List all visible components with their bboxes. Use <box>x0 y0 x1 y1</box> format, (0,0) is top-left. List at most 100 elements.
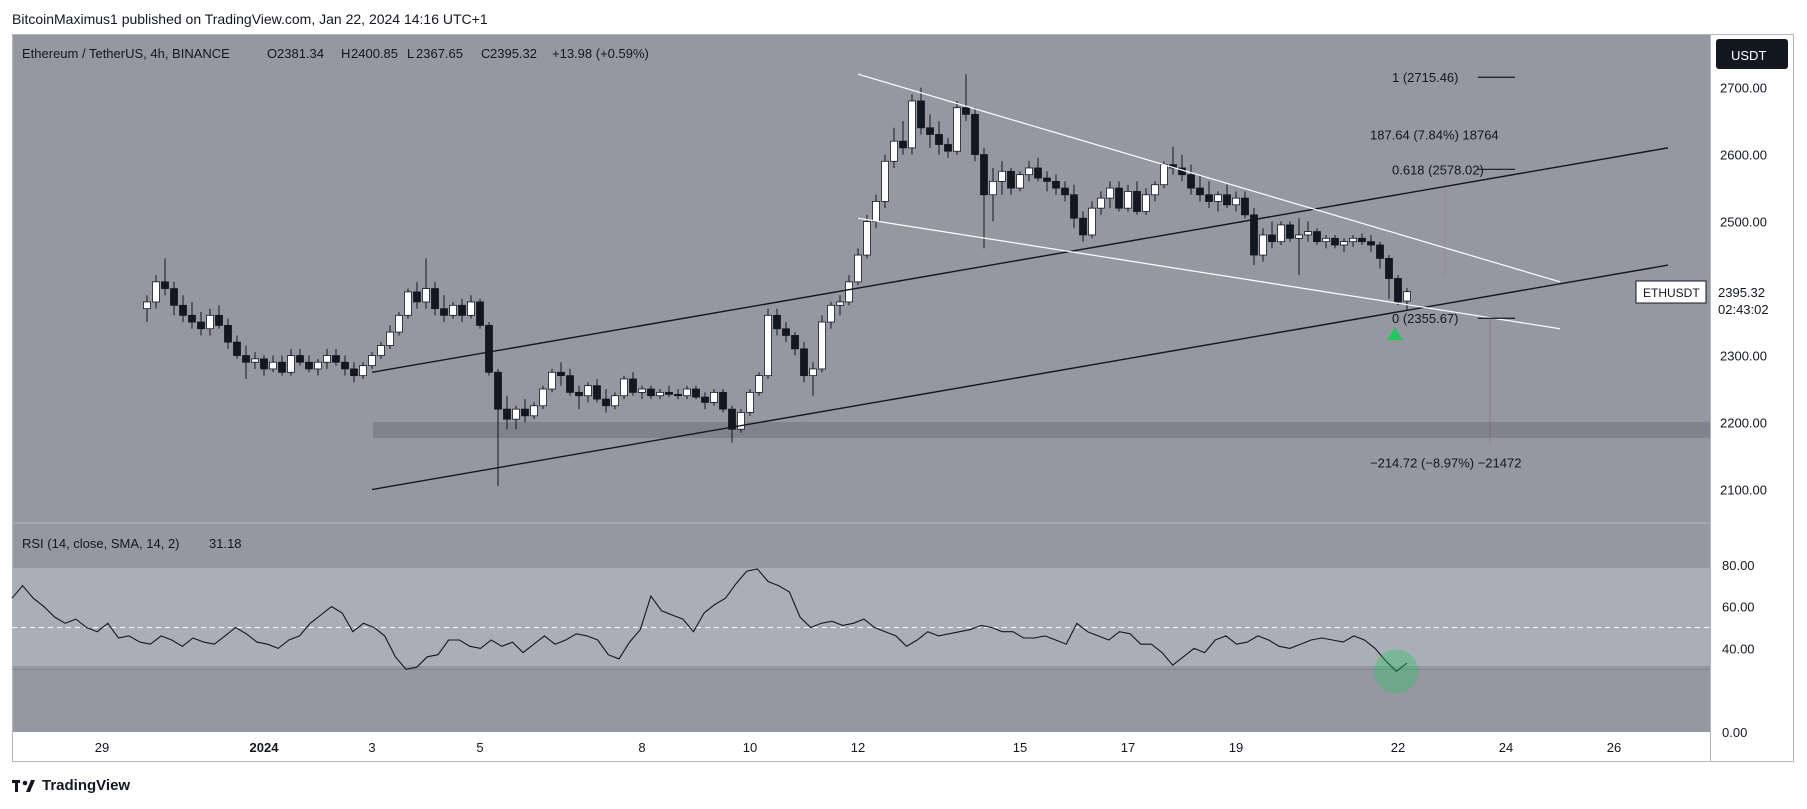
candle-down <box>575 391 583 397</box>
channel-lower-line <box>371 264 1669 491</box>
candle-up <box>764 314 772 377</box>
candle-down <box>1394 278 1402 303</box>
price-tag-value: 2395.32 <box>1718 285 1765 300</box>
time-tick-label: 19 <box>1229 740 1243 755</box>
rsi-low-highlight <box>1374 649 1419 694</box>
candle-up <box>872 201 880 222</box>
measure-label: −214.72 (−8.97%) −21472 <box>1370 456 1521 471</box>
candle-down <box>1367 241 1375 246</box>
candle-down <box>719 391 727 410</box>
candle-up <box>890 140 898 162</box>
currency-button-label[interactable]: USDT <box>1731 48 1766 63</box>
candle-down <box>1331 237 1339 246</box>
candle-down <box>1079 217 1087 236</box>
time-axis-bg[interactable] <box>12 732 1794 762</box>
candle-down <box>1070 194 1078 219</box>
candle-down <box>494 371 502 410</box>
candle-down <box>899 140 907 149</box>
candle-up <box>530 405 538 417</box>
candle-down <box>305 361 313 370</box>
candle-down <box>341 361 349 370</box>
ohlc-open: 2381.34 <box>277 46 324 61</box>
candle-down <box>647 388 655 397</box>
candle-down <box>1313 231 1321 243</box>
candle-down <box>962 107 970 115</box>
candle-up <box>683 388 691 397</box>
candle-down <box>629 378 637 393</box>
candle-up <box>611 395 619 407</box>
candle-up <box>953 107 961 152</box>
rsi-axis-ticks: 80.00 60.00 40.00 0.00 <box>1722 558 1755 740</box>
candle-up <box>1304 231 1312 236</box>
candle-up <box>809 368 817 377</box>
price-axis-ticks: 2700.002600.002500.002400.002300.002200.… <box>1720 81 1767 498</box>
candle-up <box>377 345 385 356</box>
time-tick-label: 5 <box>476 740 483 755</box>
candle-up <box>1403 291 1411 302</box>
rsi-layer <box>11 568 1710 694</box>
candle-down <box>782 328 790 336</box>
candle-up <box>827 304 835 323</box>
candle-down <box>485 324 493 373</box>
symbol-title[interactable]: Ethereum / TetherUS, 4h, BINANCE <box>22 46 230 61</box>
candle-up <box>1259 234 1267 256</box>
price-tick-label: 2300.00 <box>1720 349 1767 364</box>
candle-down <box>431 288 439 310</box>
candle-up <box>1142 194 1150 212</box>
rsi-title[interactable]: RSI (14, close, SMA, 14, 2) <box>22 536 180 551</box>
candle-up <box>449 304 457 316</box>
candles <box>143 74 1411 487</box>
candle-up <box>1340 241 1348 246</box>
price-tag-countdown: 02:43:02 <box>1718 302 1769 317</box>
candle-up <box>548 371 556 390</box>
candle-up <box>737 412 745 430</box>
price-axis-bg[interactable] <box>1710 34 1794 732</box>
fib-label: 0.618 (2578.02) <box>1392 162 1484 177</box>
fib-label: 1 (2715.46) <box>1392 70 1459 85</box>
last-price-tag: ETHUSDT 2395.32 02:43:02 <box>1635 280 1793 320</box>
candle-down <box>197 321 205 330</box>
candle-up <box>269 361 277 370</box>
candle-down <box>1007 170 1015 189</box>
ohlc-close: 2395.32 <box>490 46 537 61</box>
candle-down <box>773 314 781 330</box>
candle-up <box>1088 207 1096 236</box>
candle-down <box>521 408 529 417</box>
candle-down <box>1205 194 1213 202</box>
rsi-line <box>11 568 1408 673</box>
candle-up <box>314 361 322 370</box>
trend-overlays: 1 (2715.46) 0.618 (2578.02) 0 (2355.67) 187… <box>371 70 1669 491</box>
rsi-tick-label: 40.00 <box>1722 641 1755 656</box>
price-tag-bg <box>1711 280 1793 320</box>
candle-down <box>1250 214 1258 256</box>
wedge-lower-line <box>857 217 1561 330</box>
candle-up <box>881 160 889 202</box>
time-tick-label: 12 <box>851 740 865 755</box>
candle-down <box>440 308 448 316</box>
candle-down <box>926 127 934 135</box>
candle-down <box>980 154 988 196</box>
candle-down <box>170 288 178 306</box>
candle-up <box>1016 174 1024 189</box>
candle-down <box>1052 180 1060 189</box>
currency-button-bg[interactable] <box>1716 39 1788 69</box>
candle-down <box>1376 244 1384 259</box>
currency-button[interactable]: USDT <box>1716 39 1788 69</box>
candle-up <box>638 388 646 393</box>
time-tick-label: 10 <box>743 740 757 755</box>
candle-down <box>413 291 421 303</box>
candle-down <box>602 398 610 407</box>
tradingview-logo[interactable]: TradingView <box>12 777 130 794</box>
chart-border <box>12 34 1794 762</box>
candle-down <box>215 314 223 326</box>
candle-up <box>998 170 1006 182</box>
candle-down <box>566 375 574 393</box>
candle-up <box>710 391 718 403</box>
candle-down <box>1187 174 1195 189</box>
candle-up <box>404 291 412 316</box>
ohlc-values: O 2381.34 H 2400.85 L 2367.65 C 2395.32 … <box>267 46 649 61</box>
candle-up <box>1106 187 1114 199</box>
candle-up <box>1025 167 1033 176</box>
candle-down <box>800 348 808 377</box>
candle-down <box>332 355 340 363</box>
